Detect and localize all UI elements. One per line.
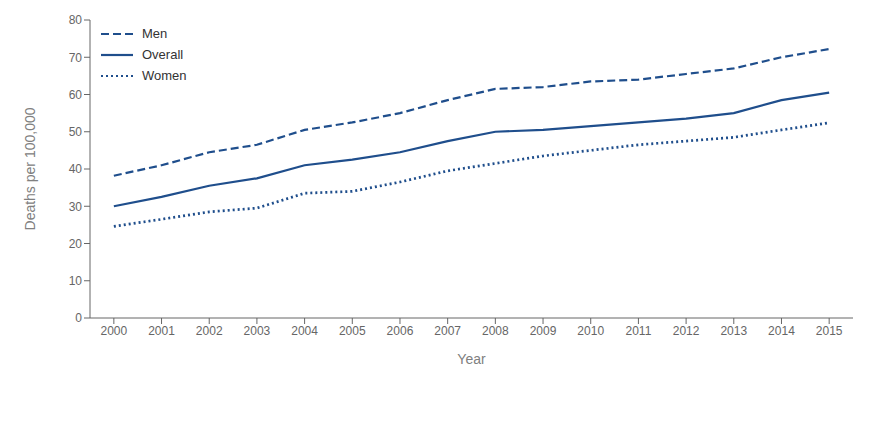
svg-text:2009: 2009: [530, 324, 557, 338]
svg-text:2013: 2013: [720, 324, 747, 338]
svg-text:2008: 2008: [482, 324, 509, 338]
svg-text:50: 50: [69, 125, 83, 139]
svg-text:0: 0: [75, 311, 82, 325]
svg-text:2007: 2007: [434, 324, 461, 338]
svg-text:2004: 2004: [291, 324, 318, 338]
svg-text:Year: Year: [457, 351, 486, 367]
svg-text:2015: 2015: [816, 324, 843, 338]
html-text:Overall: Overall: [142, 47, 184, 62]
svg-text:20: 20: [69, 237, 83, 251]
svg-text:2012: 2012: [673, 324, 700, 338]
svg-text:2002: 2002: [196, 324, 223, 338]
svg-text:70: 70: [69, 51, 83, 65]
svg-text:60: 60: [69, 88, 83, 102]
svg-text:40: 40: [69, 162, 83, 176]
svg-text:2000: 2000: [100, 324, 127, 338]
svg-text:2005: 2005: [339, 324, 366, 338]
html-text:Women: Women: [142, 68, 187, 83]
html-text:Men: Men: [142, 26, 168, 41]
svg-text:2010: 2010: [577, 324, 604, 338]
svg-text:2011: 2011: [626, 324, 652, 338]
svg-text:10: 10: [69, 274, 83, 288]
svg-text:2014: 2014: [768, 324, 795, 338]
svg-text:30: 30: [69, 200, 83, 214]
svg-text:Deaths per 100,000: Deaths per 100,000: [22, 107, 38, 230]
svg-text:2001: 2001: [148, 324, 175, 338]
svg-text:80: 80: [69, 13, 83, 27]
svg-text:2003: 2003: [244, 324, 271, 338]
svg-text:2006: 2006: [387, 324, 414, 338]
